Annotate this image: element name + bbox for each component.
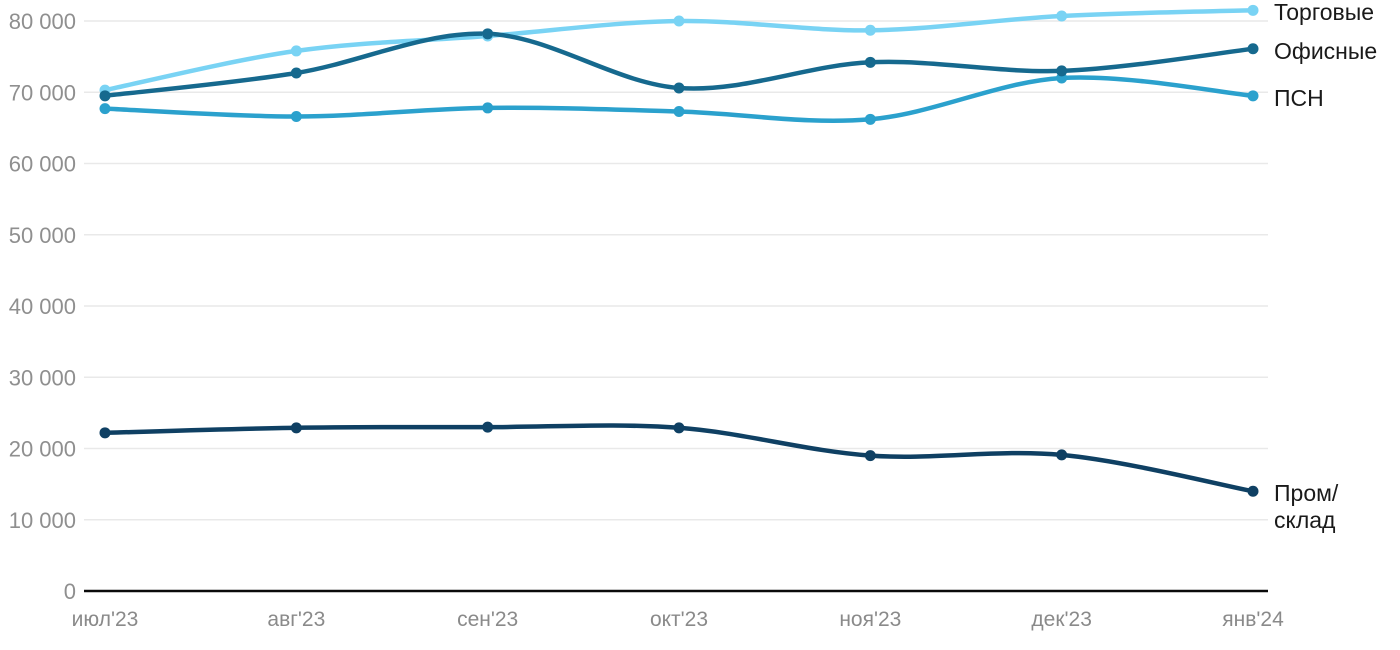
y-tick-label: 40 000 — [9, 294, 76, 319]
legend-text: Торговые — [1274, 0, 1375, 26]
data-point — [1247, 43, 1259, 55]
legend-text: ПСН — [1274, 84, 1324, 111]
x-tick-label: дек'23 — [1031, 608, 1092, 631]
data-point — [482, 102, 494, 114]
data-point — [290, 110, 302, 122]
legend-label-ofisnye: Офисные — [1274, 38, 1377, 65]
data-point — [673, 105, 685, 117]
gridlines — [84, 20, 1268, 521]
y-tick-label: 0 — [64, 579, 76, 604]
data-point — [99, 103, 111, 115]
legend-label-torgovye: Торговые — [1274, 0, 1374, 26]
y-tick-label: 10 000 — [9, 508, 76, 533]
x-tick-label: янв'24 — [1222, 608, 1284, 631]
x-tick-label: сен'23 — [457, 608, 518, 631]
data-point — [290, 67, 302, 79]
y-tick-label: 50 000 — [9, 223, 76, 248]
y-tick-label: 20 000 — [9, 437, 76, 462]
data-point — [290, 422, 302, 434]
x-axis-tick-labels: июл'23 авг'23 сен'23 окт'23 ноя'23 дек'23 янв'… — [72, 608, 1284, 631]
x-tick-label: окт'23 — [650, 608, 708, 631]
data-point — [99, 90, 111, 102]
data-point — [99, 427, 111, 439]
legend-label-prom-sklad: Пром/ склад — [1274, 480, 1338, 534]
data-point — [482, 421, 494, 433]
data-point — [1247, 90, 1259, 102]
data-point — [673, 15, 685, 27]
y-tick-label: 80 000 — [9, 9, 76, 34]
data-point — [673, 82, 685, 94]
legend-text-line2: склад — [1274, 507, 1336, 534]
data-point — [864, 56, 876, 68]
series-data-points — [99, 4, 1259, 497]
legend-label-psn: ПСН — [1274, 85, 1324, 112]
y-tick-label: 70 000 — [9, 80, 76, 105]
y-tick-label: 30 000 — [9, 365, 76, 390]
x-tick-label: авг'23 — [267, 608, 325, 631]
data-point — [1056, 65, 1068, 77]
series-line-3 — [102, 423, 1256, 494]
data-point — [290, 45, 302, 57]
data-point — [1056, 449, 1068, 461]
legend-text-line1: Пром/ — [1274, 480, 1339, 507]
data-point — [864, 113, 876, 125]
data-point — [1247, 485, 1259, 497]
data-point — [864, 450, 876, 462]
data-point — [1056, 10, 1068, 22]
data-point — [1247, 4, 1259, 16]
y-tick-label: 60 000 — [9, 152, 76, 177]
data-point — [673, 422, 685, 434]
legend-text: Офисные — [1274, 37, 1378, 64]
data-point — [864, 24, 876, 36]
data-point — [482, 28, 494, 40]
x-tick-label: ноя'23 — [839, 608, 901, 631]
y-axis-tick-labels: 0 10 000 20 000 30 000 40 000 50 000 60 000 70 … — [9, 9, 76, 604]
x-tick-label: июл'23 — [72, 608, 139, 631]
series-lines — [102, 8, 1256, 494]
